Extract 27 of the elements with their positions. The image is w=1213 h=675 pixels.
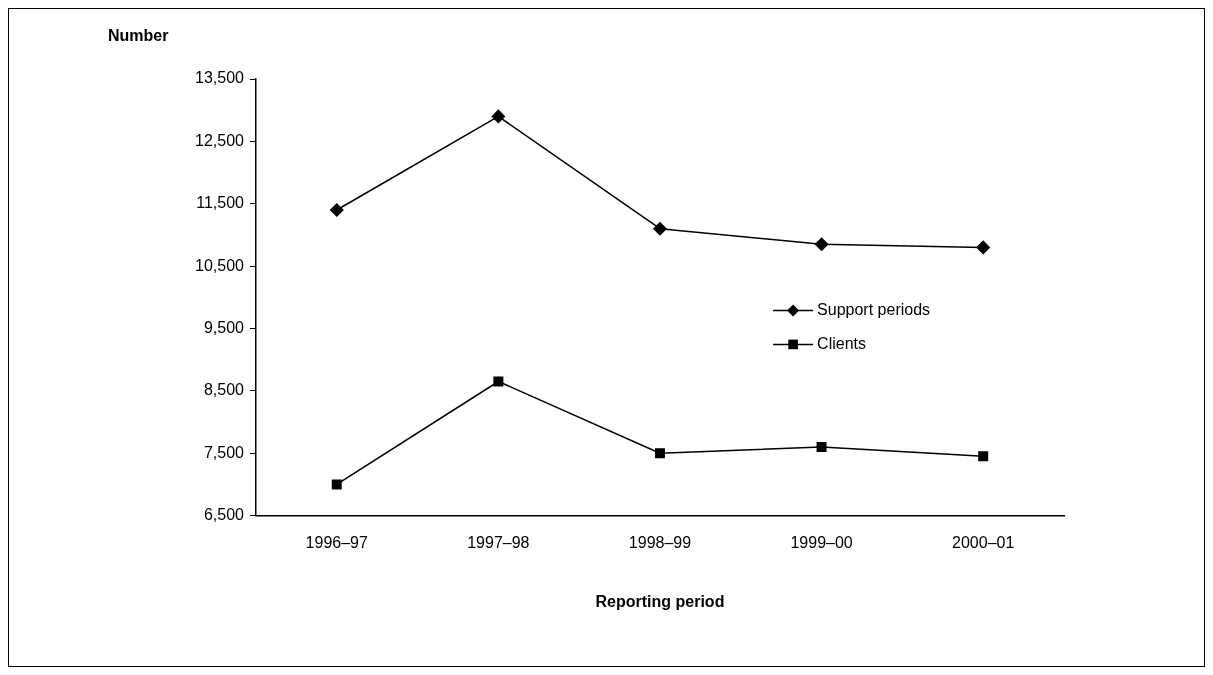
point — [816, 442, 827, 452]
point — [814, 237, 829, 252]
legend-label: Support periods — [817, 300, 931, 318]
point — [493, 376, 504, 387]
y-tick-label: 8,500 — [203, 381, 245, 399]
x-axis-title: Reporting period — [595, 592, 725, 610]
x-tick-label: 1999–00 — [790, 533, 853, 551]
y-tick-label: 12,500 — [195, 131, 245, 149]
y-tick-label: 6,500 — [203, 506, 245, 524]
legend-label: Clients — [817, 334, 866, 352]
y-tick-label: 9,500 — [203, 318, 245, 336]
x-tick-label: 1998–99 — [628, 533, 692, 551]
y-axis-title: Number — [107, 27, 169, 44]
x-tick-label: 2000–01 — [952, 533, 1015, 551]
x-tick-label: 1997–98 — [467, 533, 530, 551]
point — [331, 479, 342, 490]
point — [491, 109, 506, 124]
x-tick-label: 1996–97 — [305, 533, 368, 551]
point — [653, 221, 667, 236]
point — [976, 240, 990, 255]
y-tick-label: 11,500 — [196, 194, 245, 212]
y-tick-label: 10,500 — [195, 256, 245, 274]
y-tick-label: 13,500 — [195, 69, 245, 87]
point — [978, 451, 989, 462]
point — [654, 448, 665, 459]
y-tick-label: 7,500 — [203, 443, 245, 461]
point — [329, 203, 344, 217]
